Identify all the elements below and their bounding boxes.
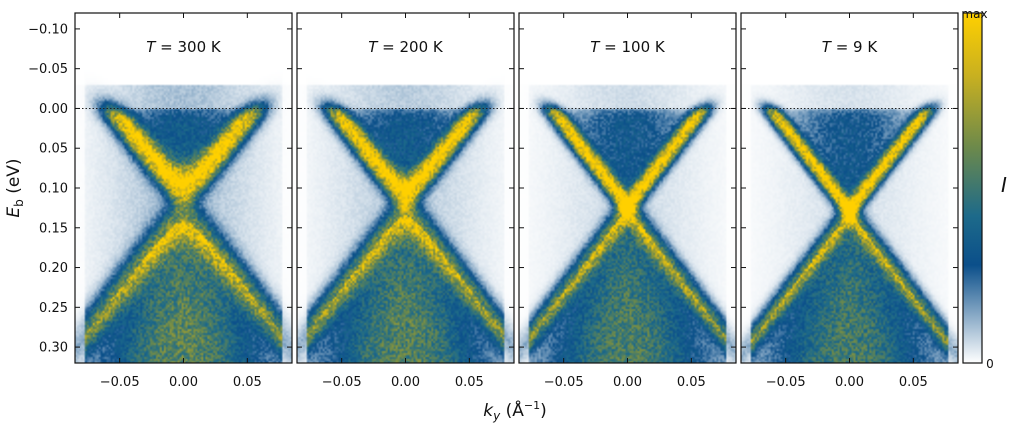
panel-temperature-label: T = 100 K — [590, 38, 666, 56]
panels-layer — [74, 12, 959, 364]
x-tick-label: 0.00 — [613, 375, 642, 390]
heatmap-image-4 — [741, 13, 958, 363]
y-tick-label: 0.30 — [39, 341, 68, 356]
y-tick-label: 0.05 — [39, 142, 68, 157]
colorbar: max 0 I — [961, 7, 1007, 371]
y-tick-label: 0.00 — [39, 102, 68, 117]
x-axis-label: ky (Å−1) — [483, 399, 547, 423]
y-tick-label: 0.20 — [39, 261, 68, 276]
panel-temperature-label: T = 300 K — [146, 38, 222, 56]
panel-temperature-label: T = 9 K — [822, 38, 879, 56]
y-axis-label: Eb (eV) — [4, 158, 26, 217]
panel-4 — [740, 12, 959, 364]
panel-3 — [518, 12, 737, 364]
panel-2 — [296, 12, 515, 364]
x-tick-label: 0.00 — [835, 375, 864, 390]
x-tick-label: 0.05 — [899, 375, 928, 390]
x-tick-label: 0.05 — [455, 375, 484, 390]
x-tick-label: 0.05 — [677, 375, 706, 390]
x-tick-label: 0.00 — [169, 375, 198, 390]
panel-1 — [74, 12, 293, 364]
heatmap-image-2 — [297, 13, 514, 363]
x-tick-label: −0.05 — [544, 375, 584, 390]
heatmap-image-3 — [519, 13, 736, 363]
colorbar-bar — [962, 12, 983, 364]
y-tick-label: −0.10 — [28, 22, 68, 37]
y-tick-label: 0.10 — [39, 182, 68, 197]
panel-temperature-label: T = 200 K — [368, 38, 444, 56]
x-tick-label: −0.05 — [322, 375, 362, 390]
colorbar-min-label: 0 — [986, 357, 994, 371]
axes-layer: −0.10 −0.05 0.00 0.05 0.10 0.15 0.20 0.25 0.30 Eb… — [4, 22, 547, 423]
x-tick-label: −0.05 — [100, 375, 140, 390]
colorbar-max-label: max — [961, 7, 987, 21]
colorbar-label: I — [1001, 173, 1007, 197]
x-tick-label: −0.05 — [766, 375, 806, 390]
y-tick-label: −0.05 — [28, 62, 68, 77]
x-tick-label: 0.05 — [233, 375, 262, 390]
labels-layer: −0.05 0.00 0.05 T = 300 K −0.05 0.00 0.05 T = 2… — [100, 38, 928, 390]
y-tick-label: 0.25 — [39, 301, 68, 316]
y-tick-label: 0.15 — [39, 221, 68, 236]
heatmap-image-1 — [75, 13, 292, 363]
x-tick-label: 0.00 — [391, 375, 420, 390]
